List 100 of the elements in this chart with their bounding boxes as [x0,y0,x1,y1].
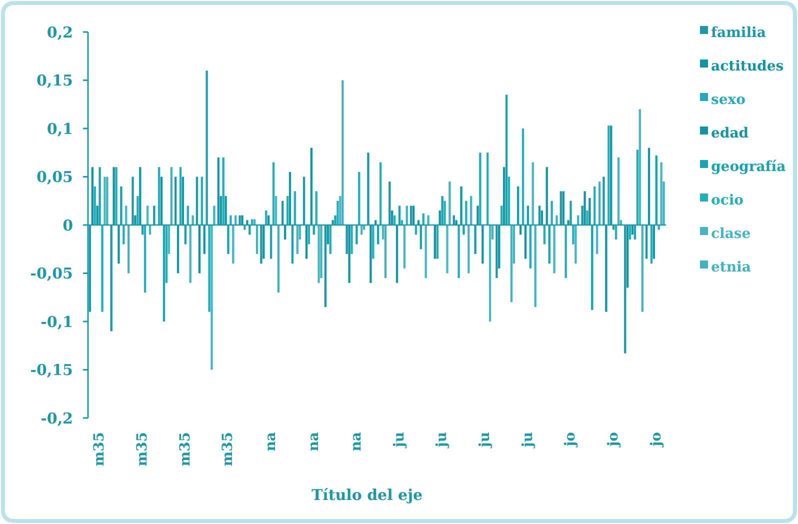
y-tick-label: -0,1 [40,312,73,331]
legend-label: etnia [711,259,751,276]
y-tick-label: -0,15 [30,361,73,379]
x-tick-label: ju [391,432,408,450]
legend-label: sexo [711,92,746,108]
x-tick-label: na [348,432,365,452]
bar [144,225,146,293]
bar [636,150,639,225]
x-tick-label: m35 [177,432,194,466]
bar [638,109,641,225]
bar [230,215,232,225]
bar [427,215,430,225]
bar [556,215,558,225]
bar [598,182,601,225]
bar [550,200,553,225]
bar [406,206,408,225]
y-tick-label: -0,2 [40,409,73,428]
x-tick-label: jo [648,432,664,448]
x-tick-label: jo [562,432,579,448]
x-tick-label: m35 [92,432,108,466]
bar [256,225,258,254]
x-tick-label: m35 [220,432,236,466]
bar [628,225,632,240]
bar [136,196,139,225]
bar [446,225,448,274]
bar [470,196,472,225]
bar [213,206,216,225]
bar [448,182,451,225]
bar [115,167,118,225]
legend-label: clase [711,226,751,242]
y-tick-label: 0,05 [36,168,73,186]
bar [165,225,168,283]
bar [168,225,170,254]
bar [106,176,108,225]
bar [510,225,513,302]
bar [210,225,213,370]
bar [286,196,289,225]
bar [308,225,310,244]
bar [272,162,275,225]
bar [594,186,596,225]
bar [444,200,446,225]
bar [146,206,149,225]
bar [329,225,332,254]
bar [208,225,210,312]
bar [296,225,298,254]
bar [315,191,318,225]
bar [614,225,618,240]
y-tick-label: 0,1 [46,120,73,138]
bar [650,225,653,264]
bar [274,196,278,225]
bar [336,200,339,225]
x-tick-label: jo [605,432,622,448]
bar [127,225,130,274]
bar [379,162,382,225]
bar [543,225,546,244]
bar [186,206,189,225]
x-tick-label: ju [520,432,536,450]
bar [222,157,224,225]
bar [572,225,574,244]
bar [529,225,532,268]
bar [277,225,280,293]
bar [479,152,482,225]
bar [500,206,503,225]
y-tick-label: 0 [62,216,73,234]
bar [372,225,374,259]
legend-label: familia [711,24,766,41]
bar [586,210,588,225]
bar [189,225,192,283]
bar [564,225,567,278]
x-tick-label: m35 [134,432,151,466]
bar [486,152,489,225]
x-tick-label: ju [477,432,494,450]
bar [508,176,510,225]
bar [534,225,536,308]
bar [617,157,620,225]
x-tick-label: na [306,432,322,452]
x-tick-label: ju [434,432,450,450]
legend-label: actitudes [711,58,784,74]
bar [232,225,234,264]
bar [125,206,128,225]
x-axis-title: Título del eje [311,486,423,504]
bar [350,225,353,254]
bar [179,167,182,225]
bar [468,225,470,274]
bar [641,225,644,312]
bar [660,162,662,225]
bar [436,225,438,259]
y-tick-label: -0,05 [30,264,73,282]
legend-label: edad [711,125,749,142]
bar [608,126,610,225]
bar [101,225,104,312]
bar [265,210,268,225]
legend-label: ocio [711,192,744,208]
bar [596,225,598,254]
bar [384,225,387,278]
bar [574,225,577,264]
bar [553,225,556,274]
bar [458,225,460,278]
bar [294,191,296,225]
y-tick-label: 0,2 [46,23,73,42]
